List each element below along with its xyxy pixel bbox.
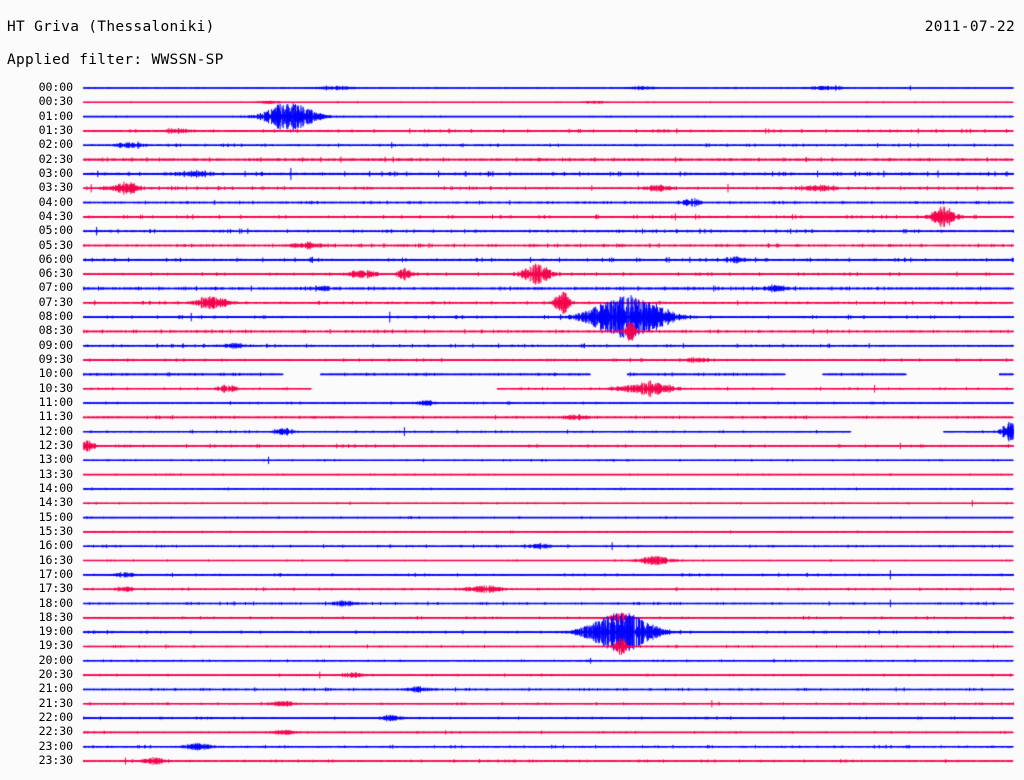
time-tick-label: 00:00 [38, 80, 74, 94]
time-tick-label: 19:30 [38, 638, 74, 653]
time-tick-label: 07:00 [38, 280, 74, 295]
time-tick-label: 23:30 [38, 753, 74, 768]
time-tick-label: 15:30 [38, 523, 74, 538]
time-tick-label: 23:00 [38, 738, 74, 753]
station-title: HT Griva (Thessaloniki) [7, 19, 215, 35]
time-tick-label: 11:00 [38, 395, 74, 410]
time-tick-label: 18:00 [38, 595, 74, 610]
time-tick-label: 08:30 [38, 323, 74, 338]
time-tick-label: 20:00 [38, 652, 74, 667]
helicorder-plot: HHZ - 50000 00:0000:3001:0001:3002:0002:… [0, 78, 1024, 768]
time-tick-label: 08:00 [38, 309, 74, 324]
time-tick-label: 11:30 [38, 409, 74, 424]
time-tick-label: 22:30 [38, 724, 74, 739]
time-tick-label: 07:30 [38, 294, 74, 309]
time-tick-label: 06:00 [38, 251, 74, 266]
applied-filter-label: Applied filter: WWSSN-SP [7, 52, 224, 68]
time-tick-label: 04:00 [38, 194, 74, 209]
time-tick-label: 02:00 [38, 137, 74, 152]
time-tick-label: 06:30 [38, 266, 74, 281]
time-tick-label: 12:00 [38, 423, 74, 438]
time-tick-label: 02:30 [38, 151, 74, 166]
time-tick-label: 17:30 [38, 581, 74, 596]
time-tick-label: 09:00 [38, 337, 74, 352]
time-tick-label: 03:00 [38, 165, 74, 180]
record-date: 2011-07-22 [924, 19, 1015, 35]
time-tick-label: 16:00 [38, 538, 74, 553]
time-tick-label: 10:00 [38, 366, 74, 381]
time-tick-label: 21:00 [38, 681, 74, 696]
time-tick-label: 15:00 [38, 509, 74, 524]
time-tick-label: 14:30 [38, 495, 74, 510]
time-tick-label: 22:00 [38, 710, 74, 725]
time-tick-label: 13:30 [38, 466, 74, 481]
seismogram-traces [0, 78, 1024, 768]
time-tick-label: 05:30 [38, 237, 74, 252]
time-tick-label: 14:00 [38, 480, 74, 495]
time-tick-label: 13:00 [38, 452, 74, 467]
time-tick-label: 19:00 [38, 624, 74, 639]
time-tick-label: 12:30 [38, 438, 74, 452]
time-tick-label: 16:30 [38, 552, 74, 567]
time-tick-label: 05:00 [38, 223, 74, 238]
time-tick-label: 18:30 [38, 609, 74, 624]
time-tick-label: 10:30 [38, 380, 74, 395]
time-tick-label: 20:30 [38, 667, 74, 682]
time-tick-label: 17:00 [38, 566, 74, 581]
time-tick-label: 00:30 [38, 94, 74, 109]
time-tick-label: 09:30 [38, 352, 74, 367]
time-tick-label: 21:30 [38, 695, 74, 710]
time-tick-label: 01:30 [38, 122, 74, 137]
time-tick-label: 01:00 [38, 108, 74, 123]
time-tick-label: 04:30 [38, 208, 74, 223]
time-tick-label: 03:30 [38, 180, 74, 195]
